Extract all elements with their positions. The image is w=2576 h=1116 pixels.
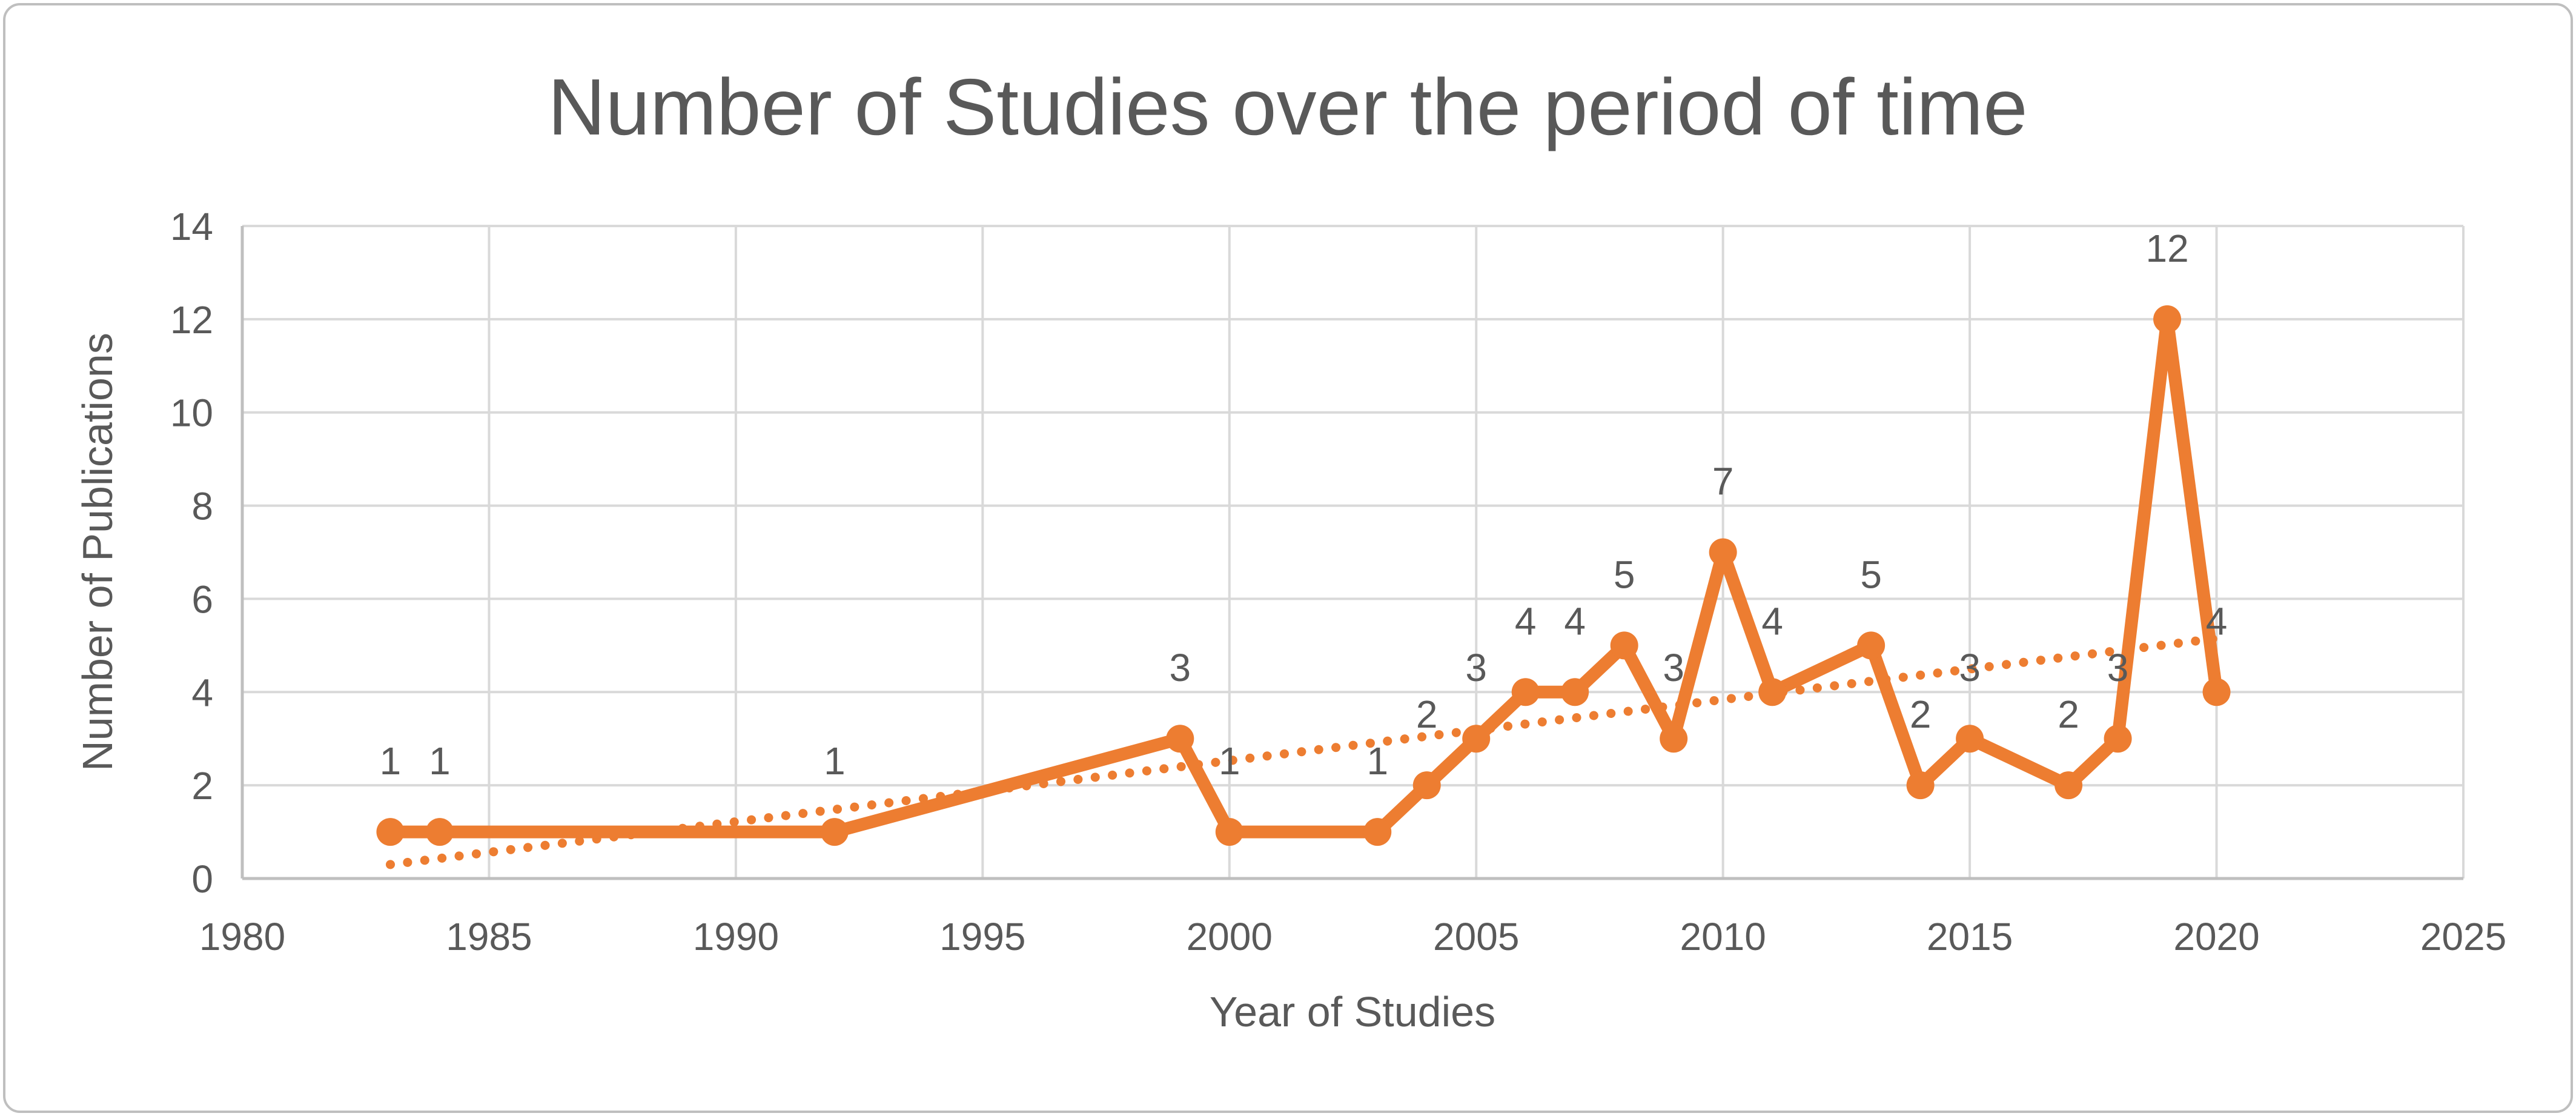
data-point-marker [1462,725,1491,753]
data-point-label: 1 [429,739,451,783]
y-tick-label: 2 [191,764,213,808]
y-tick-label: 0 [191,857,213,901]
data-point-label: 2 [1416,693,1438,736]
data-point-label: 4 [1761,599,1783,643]
x-tick-label: 2015 [1927,915,2013,958]
data-point-marker [1412,771,1441,800]
data-point-label: 5 [1860,553,1882,596]
x-tick-label: 1985 [446,915,532,958]
data-point-label: 4 [1515,599,1537,643]
data-point-label: 3 [1169,646,1191,689]
data-point-marker [1956,725,1984,753]
chart-title: Number of Studies over the period of tim… [548,62,2027,151]
x-tick-label: 2010 [1680,915,1766,958]
data-point-marker [2104,725,2132,753]
data-point-marker [1166,725,1194,753]
x-tick-label: 2025 [2420,915,2506,958]
x-tick-label: 2005 [1433,915,1519,958]
data-point-label: 3 [1959,646,1981,689]
data-point-marker [1561,678,1589,706]
data-point-label: 3 [2107,646,2129,689]
data-point-marker [1857,631,1886,660]
y-tick-label: 12 [170,298,213,342]
data-point-marker [1363,818,1392,846]
data-point-marker [1906,771,1935,800]
data-point-label: 12 [2145,227,2188,270]
data-point-marker [1215,818,1243,846]
data-point-marker [425,818,454,846]
data-point-marker [1758,678,1787,706]
x-tick-label: 1980 [199,915,285,958]
x-tick-label: 2020 [2173,915,2259,958]
y-tick-label: 8 [191,485,213,528]
data-point-label: 5 [1614,553,1635,596]
data-point-marker [2153,305,2182,333]
data-point-label: 1 [380,739,402,783]
series-group [376,305,2231,869]
x-tick-label: 1990 [693,915,779,958]
data-point-marker [1660,725,1688,753]
data-point-label: 1 [1366,739,1388,783]
x-axis-title: Year of Studies [1210,988,1495,1035]
x-tick-label: 1995 [939,915,1025,958]
y-tick-label: 14 [170,205,213,248]
data-point-marker [1511,678,1540,706]
data-point-label: 3 [1663,646,1684,689]
data-point-label: 1 [1219,739,1240,783]
data-point-marker [1709,538,1737,566]
data-point-label: 2 [2058,693,2079,736]
y-tick-label: 6 [191,577,213,621]
data-point-label: 7 [1712,460,1734,503]
data-point-marker [376,818,405,846]
data-point-marker [820,818,849,846]
data-point-label: 4 [1564,599,1586,643]
data-point-marker [2202,678,2231,706]
data-point-label: 2 [1910,693,1932,736]
trendline-dotted [385,634,2222,869]
data-point-marker [1610,631,1638,660]
y-tick-label: 10 [170,391,213,435]
data-point-marker [2055,771,2083,800]
data-point-label: 3 [1465,646,1487,689]
data-point-label: 4 [2206,599,2228,643]
y-tick-label: 4 [191,671,213,714]
gridlines-group [240,225,2465,880]
y-axis-title: Number of Publications [74,333,121,771]
data-point-label: 1 [824,739,846,783]
x-tick-label: 2000 [1187,915,1273,958]
